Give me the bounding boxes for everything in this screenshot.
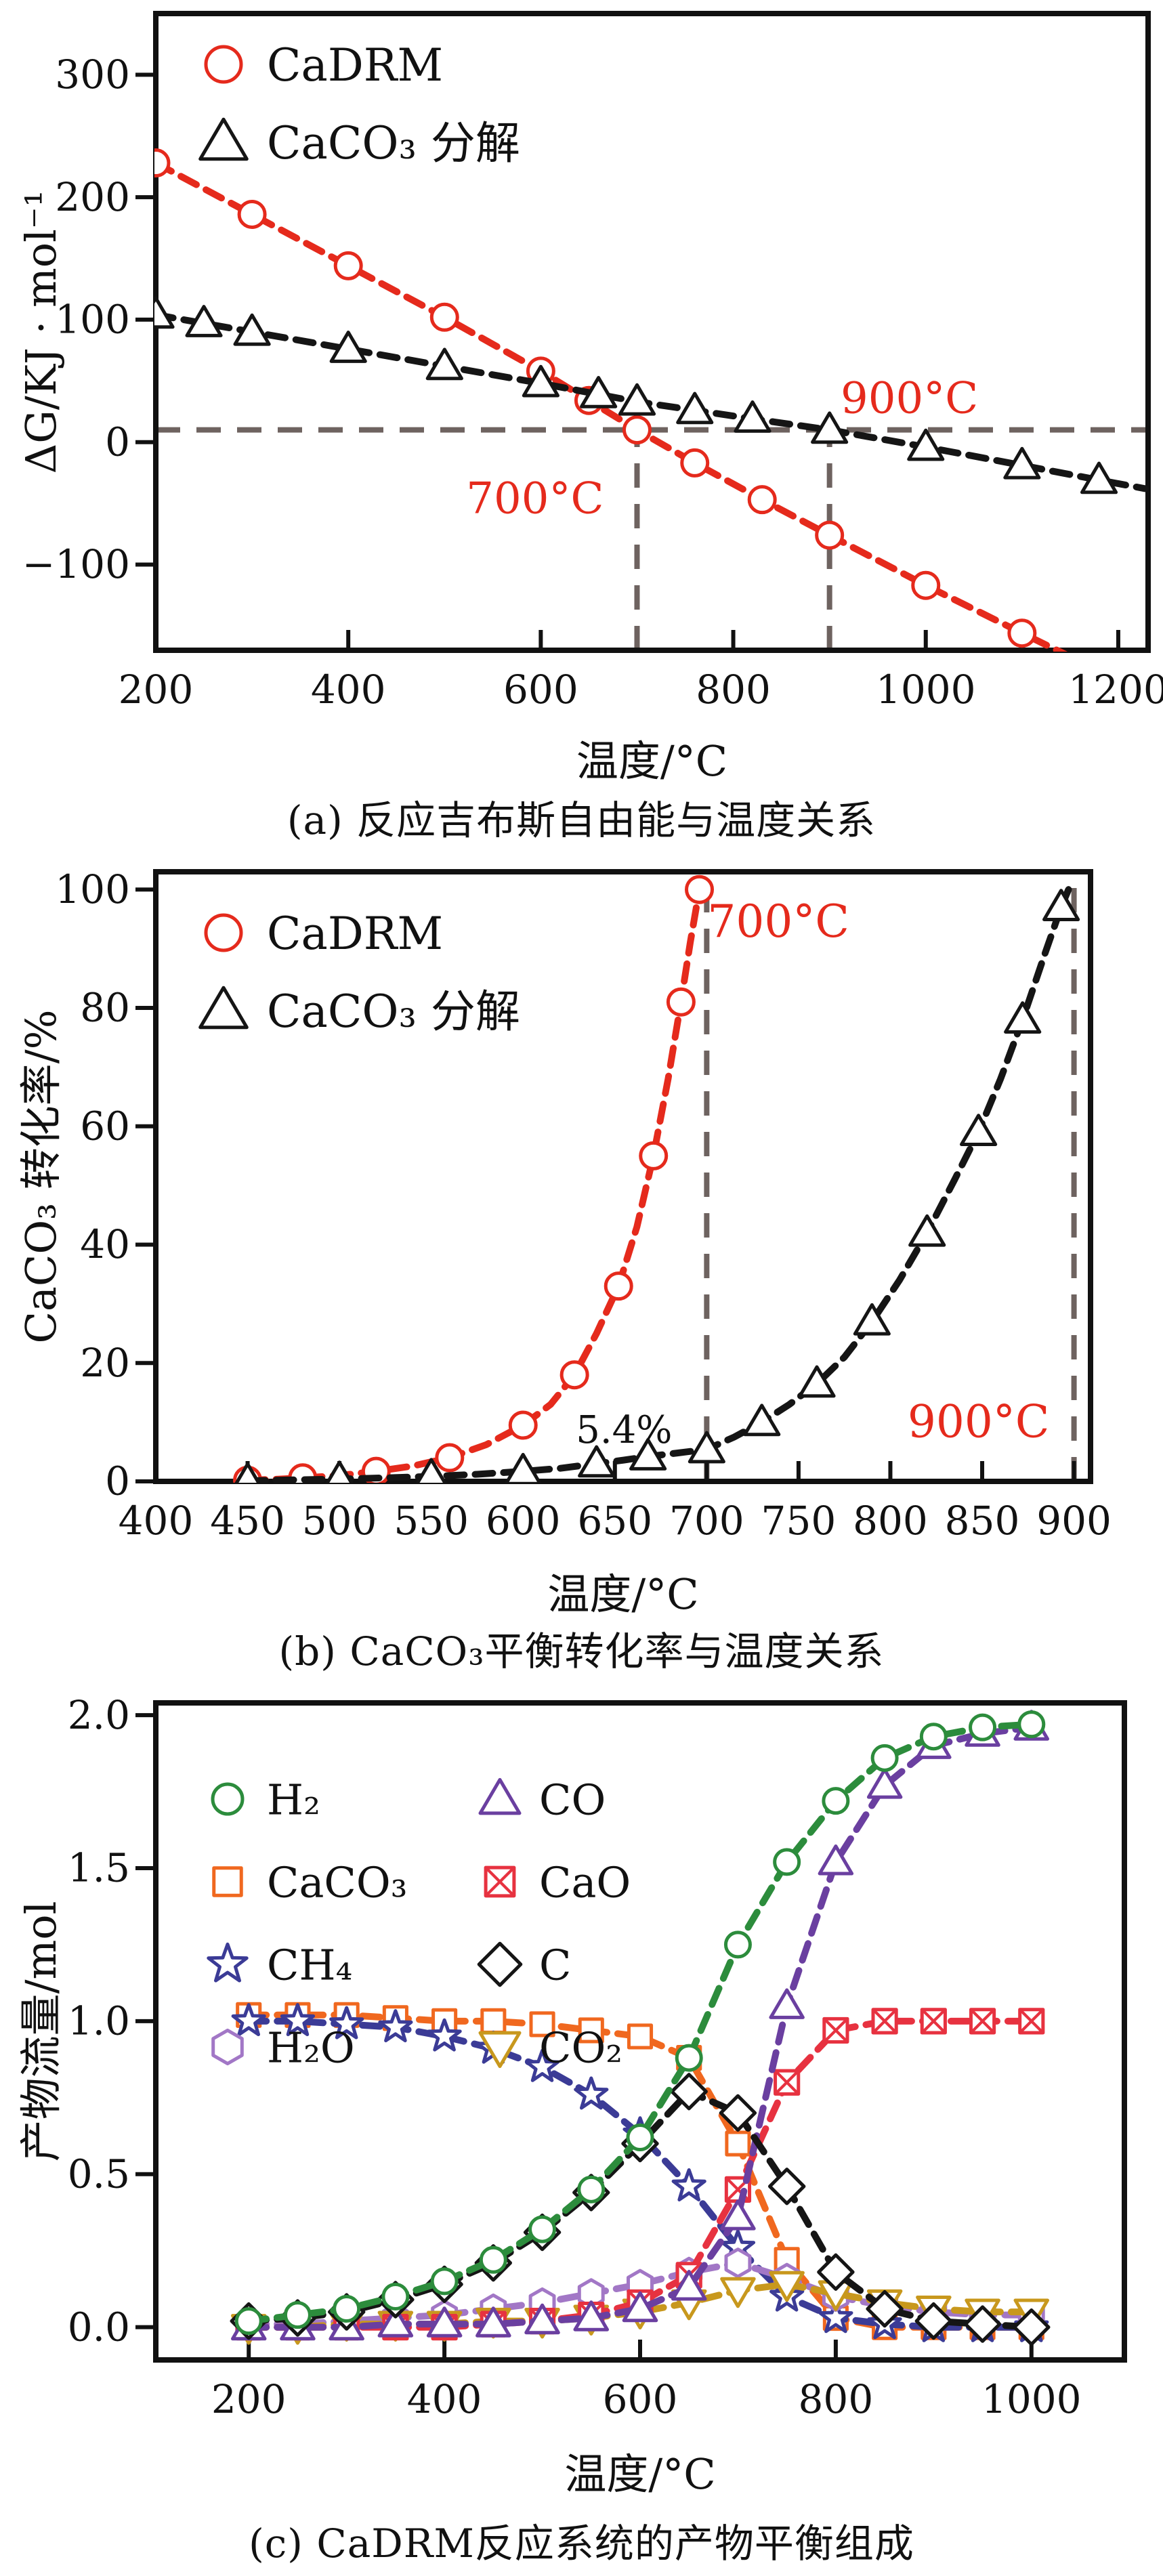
svg-text:2.0: 2.0: [68, 1692, 130, 1738]
svg-text:300: 300: [55, 51, 130, 98]
svg-text:产物流量/mol: 产物流量/mol: [16, 1901, 66, 2162]
svg-text:450: 450: [210, 1498, 285, 1544]
svg-text:CO: CO: [539, 1775, 606, 1824]
svg-text:800: 800: [696, 667, 771, 713]
svg-text:1200: 1200: [1068, 667, 1163, 713]
svg-text:CaDRM: CaDRM: [267, 39, 443, 91]
svg-text:温度/°C: 温度/°C: [576, 736, 727, 786]
svg-text:CaCO₃ 转化率/%: CaCO₃ 转化率/%: [16, 1009, 66, 1343]
svg-text:0: 0: [105, 419, 130, 465]
svg-text:CH₄: CH₄: [267, 1940, 352, 1989]
svg-text:700: 700: [669, 1498, 744, 1544]
svg-text:温度/°C: 温度/°C: [564, 2449, 715, 2499]
svg-text:600: 600: [603, 2376, 678, 2422]
caption-b: (b) CaCO₃平衡转化率与温度关系: [278, 1628, 885, 1674]
svg-text:H₂O: H₂O: [267, 2023, 355, 2072]
svg-text:850: 850: [945, 1498, 1020, 1544]
svg-text:0.0: 0.0: [68, 2304, 130, 2350]
svg-text:CaCO₃ 分解: CaCO₃ 分解: [267, 986, 520, 1038]
svg-text:CaO: CaO: [539, 1857, 631, 1907]
svg-text:700°C: 700°C: [707, 895, 849, 948]
caption-a: (a) 反应吉布斯自由能与温度关系: [287, 797, 876, 843]
svg-text:200: 200: [211, 2376, 287, 2422]
svg-text:900: 900: [1036, 1498, 1112, 1544]
svg-text:1000: 1000: [876, 667, 976, 713]
svg-text:60: 60: [80, 1103, 130, 1149]
svg-text:0.5: 0.5: [68, 2151, 130, 2197]
caption-c: (c) CaDRM反应系统的产物平衡组成: [249, 2520, 914, 2567]
svg-text:650: 650: [577, 1498, 652, 1544]
svg-text:500: 500: [302, 1498, 377, 1544]
svg-text:100: 100: [55, 866, 130, 912]
svg-text:600: 600: [486, 1498, 561, 1544]
svg-text:800: 800: [799, 2376, 874, 2422]
svg-text:800: 800: [853, 1498, 928, 1544]
svg-text:CaCO₃ 分解: CaCO₃ 分解: [267, 117, 520, 169]
svg-text:0: 0: [105, 1458, 130, 1504]
svg-text:900°C: 900°C: [908, 1395, 1049, 1448]
svg-text:CO₂: CO₂: [539, 2023, 622, 2072]
svg-text:200: 200: [55, 174, 130, 220]
svg-text:80: 80: [80, 985, 130, 1031]
svg-text:−100: −100: [22, 541, 130, 587]
panel-a-gibbs-free-energy: 200 400 600 800 1000 1200 −100 0 100 200 300 温度/°C Δ…: [0, 0, 1163, 851]
svg-text:CaCO₃: CaCO₃: [267, 1857, 408, 1907]
chart-b-conversion-vs-temperature: 400 450 500 550 600 650 700 750 800 850 900 0 20 40 60…: [16, 866, 1112, 1619]
svg-text:750: 750: [761, 1498, 837, 1544]
svg-text:温度/°C: 温度/°C: [547, 1569, 698, 1619]
chart-c-product-flow-vs-temperature: 200 400 600 800 1000 0.0 0.5 1.0 1.5 2.0 温度/°C 产物流量…: [16, 1692, 1127, 2499]
svg-text:1.0: 1.0: [68, 1998, 130, 2044]
panel-c-product-composition: 200 400 600 800 1000 0.0 0.5 1.0 1.5 2.0 温度/°C 产物流量…: [0, 1683, 1163, 2575]
chart-a-gibbs-vs-temperature: 200 400 600 800 1000 1200 −100 0 100 200 300 温度/°C Δ…: [16, 11, 1163, 786]
svg-text:400: 400: [407, 2376, 482, 2422]
svg-text:H₂: H₂: [267, 1775, 320, 1824]
svg-text:1.5: 1.5: [68, 1845, 130, 1891]
svg-text:100: 100: [55, 297, 130, 343]
svg-text:C: C: [539, 1940, 571, 1989]
svg-text:40: 40: [80, 1221, 130, 1267]
svg-text:200: 200: [119, 667, 194, 713]
panel-b-caco3-conversion: 400 450 500 550 600 650 700 750 800 850 900 0 20 40 60…: [0, 851, 1163, 1683]
svg-text:20: 20: [80, 1340, 130, 1386]
svg-text:1000: 1000: [981, 2376, 1082, 2422]
svg-text:700°C: 700°C: [466, 474, 604, 524]
svg-text:5.4%: 5.4%: [576, 1408, 672, 1452]
svg-text:900°C: 900°C: [841, 373, 978, 423]
svg-text:400: 400: [119, 1498, 194, 1544]
svg-text:600: 600: [503, 667, 578, 713]
svg-text:CaDRM: CaDRM: [267, 908, 443, 960]
svg-text:ΔG/KJ · mol⁻¹: ΔG/KJ · mol⁻¹: [16, 190, 66, 473]
svg-text:550: 550: [394, 1498, 469, 1544]
svg-text:400: 400: [311, 667, 386, 713]
